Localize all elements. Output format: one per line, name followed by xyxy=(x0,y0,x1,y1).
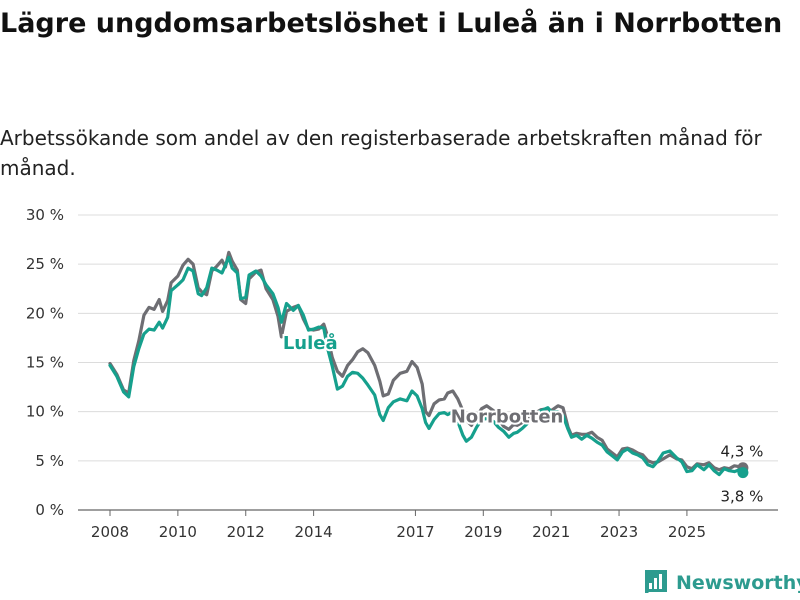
y-tick-label: 10 % xyxy=(26,403,64,421)
y-tick-label: 25 % xyxy=(26,255,64,273)
series-name-label: Norrbotten xyxy=(451,407,564,428)
gridlines xyxy=(78,214,778,511)
chart-title: Lägre ungdomsarbetslöshet i Luleå än i N… xyxy=(0,8,783,39)
chart-subtitle: Arbetssökande som andel av den registerb… xyxy=(0,126,762,180)
x-tick-label: 2023 xyxy=(600,523,638,540)
series-end-point xyxy=(737,467,749,479)
series-name-label: Luleå xyxy=(283,332,338,354)
y-tick-label: 0 % xyxy=(35,501,64,519)
x-tick-label: 2010 xyxy=(159,523,197,540)
brand-name: Newsworthy xyxy=(676,572,800,594)
x-tick-label: 2014 xyxy=(295,523,333,540)
series-line xyxy=(108,250,745,472)
x-tick-label: 2021 xyxy=(532,523,570,540)
y-axis-ticks: 0 % 5 % 10 % 15 % 20 % 25 % 30 % xyxy=(26,206,64,519)
x-axis-ticks: 2008 2010 2012 2014 2017 2019 2021 2023 2025 xyxy=(91,510,706,540)
series-lines xyxy=(108,250,749,479)
newsworthy-logo-icon xyxy=(644,569,668,597)
series-line xyxy=(108,255,745,477)
x-tick-label: 2019 xyxy=(464,523,502,540)
x-tick-label: 2008 xyxy=(91,523,129,540)
x-tick-label: 2025 xyxy=(668,523,706,540)
y-tick-label: 15 % xyxy=(26,354,64,372)
x-tick-label: 2017 xyxy=(396,523,434,540)
end-value-label: 3,8 % xyxy=(720,488,763,506)
y-tick-label: 20 % xyxy=(26,304,64,322)
brand[interactable]: Newsworthy xyxy=(644,568,800,598)
x-tick-label: 2012 xyxy=(227,523,265,540)
end-value-label: 4,3 % xyxy=(720,443,763,461)
line-chart: 0 %5 %10 %15 %20 %25 %30 % 2008 2010 2012 2… xyxy=(26,206,778,540)
y-tick-label: 5 % xyxy=(35,452,64,470)
y-tick-label: 30 % xyxy=(26,206,64,224)
series-labels: 4,3 % 3,8 % Luleå Norrbotten xyxy=(281,330,764,506)
